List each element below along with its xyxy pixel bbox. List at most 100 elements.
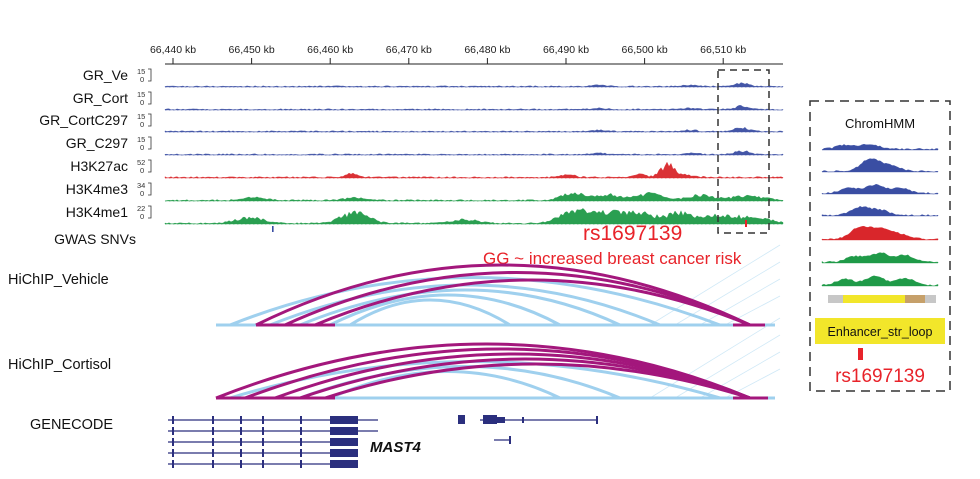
coordinate-ticks: 66,440 kb 66,450 kb 66,460 kb 66,470 kb 66,4… [150, 44, 746, 64]
scale-min: 0 [140, 212, 144, 221]
scale-max: 15 [137, 135, 145, 144]
signal-area [164, 150, 784, 156]
exon [172, 427, 174, 435]
gene-models [168, 415, 598, 468]
exon [300, 427, 302, 435]
exon [300, 449, 302, 457]
track-labels: GR_Ve GR_Cort GR_CortC297 GR_C297 H3K27a… [39, 67, 136, 247]
exon [483, 415, 497, 424]
enhancer-state-box [815, 318, 945, 344]
coordinate-tick-label: 66,510 kb [700, 44, 746, 56]
hichip-vehicle-loops [216, 244, 781, 327]
exon [330, 460, 358, 468]
signal-area [164, 161, 784, 179]
exon [596, 416, 598, 424]
exon [212, 449, 214, 457]
exon [300, 416, 302, 424]
signal-area [164, 208, 784, 225]
coordinate-tick-label: 66,460 kb [307, 44, 353, 56]
exon [172, 416, 174, 424]
chromhmm-signal [821, 158, 939, 173]
exon [300, 438, 302, 446]
exon [497, 417, 505, 423]
exon [262, 460, 264, 468]
chromhmm-signal [821, 252, 939, 264]
scale-min: 0 [140, 75, 144, 84]
signal-track-h3k4me1 [164, 208, 784, 225]
exon [458, 415, 465, 424]
exon [172, 460, 174, 468]
exon [240, 416, 242, 424]
exon [262, 416, 264, 424]
exon [240, 427, 242, 435]
exon [330, 449, 358, 457]
signal-track-gr-c297 [164, 150, 784, 156]
exon [262, 449, 264, 457]
exon [172, 449, 174, 457]
exon [212, 460, 214, 468]
scale-max: 34 [137, 181, 145, 190]
exon [330, 416, 358, 424]
gwas-snv-mark [272, 226, 274, 232]
scale-min: 0 [140, 143, 144, 152]
signal-track-gr-cort [164, 105, 784, 111]
signal-track-h3k27ac [164, 161, 784, 179]
scale-min: 0 [140, 166, 144, 175]
exon [212, 427, 214, 435]
signal-track-h3k4me3 [164, 191, 784, 202]
coordinate-tick-label: 66,450 kb [229, 44, 275, 56]
signal-tracks [164, 82, 784, 225]
hichip-vehicle-label: HiChIP_Vehicle [8, 272, 109, 288]
coordinate-tick-label: 66,490 kb [543, 44, 589, 56]
coordinate-tick-label: 66,500 kb [622, 44, 668, 56]
coordinate-tick-label: 66,480 kb [464, 44, 510, 56]
exon [172, 438, 174, 446]
chromhmm-tracks [821, 143, 939, 287]
exon [509, 436, 511, 444]
chromhmm-signal [821, 225, 939, 241]
exon [212, 438, 214, 446]
signal-track-gr-ve [164, 82, 784, 88]
scale-min: 0 [140, 189, 144, 198]
scale-max: 15 [137, 112, 145, 121]
chromhmm-signal [821, 183, 939, 195]
chromhmm-snp-label: rs1697139 [835, 366, 925, 387]
exon [240, 460, 242, 468]
track-label-gr-ve: GR_Ve [83, 67, 128, 83]
track-label-gr-cort: GR_Cort [73, 90, 128, 106]
exon [330, 438, 358, 446]
track-label-gwas: GWAS SNVs [54, 231, 136, 247]
enhancer-state-label: Enhancer_str_loop [828, 325, 933, 339]
gene-name-mast4: MAST4 [370, 439, 421, 456]
gwas-snv-highlight [745, 220, 747, 227]
exon [240, 438, 242, 446]
scale-min: 0 [140, 98, 144, 107]
exon [240, 449, 242, 457]
genecode-label: GENECODE [30, 417, 113, 433]
track-label-gr-c297: GR_C297 [66, 135, 128, 151]
region-highlight-box [717, 69, 770, 234]
hichip-cortisol-loops [215, 317, 781, 400]
signal-track-gr-cortc297 [164, 127, 784, 133]
chromhmm-panel [809, 100, 951, 392]
scale-min: 0 [140, 120, 144, 129]
risk-callout: GG ~ increased breast cancer risk [483, 249, 742, 268]
scale-max: 22 [137, 204, 145, 213]
coordinate-tick-label: 66,440 kb [150, 44, 196, 56]
signal-area [164, 82, 784, 88]
exon [522, 417, 524, 423]
chromhmm-signal [821, 205, 939, 217]
coordinate-tick-label: 66,470 kb [386, 44, 432, 56]
chromhmm-signal [821, 143, 939, 151]
hichip-cortisol-label: HiChIP_Cortisol [8, 357, 111, 373]
snp-callout: rs1697139 [583, 222, 682, 245]
track-label-h3k4me3: H3K4me3 [66, 181, 128, 197]
scale-max: 52 [137, 158, 145, 167]
scale-max: 15 [137, 67, 145, 76]
exon [262, 427, 264, 435]
exon [212, 416, 214, 424]
gwas-track [272, 220, 747, 232]
chromhmm-signal [821, 275, 939, 287]
chromhmm-state-bar [828, 295, 936, 303]
